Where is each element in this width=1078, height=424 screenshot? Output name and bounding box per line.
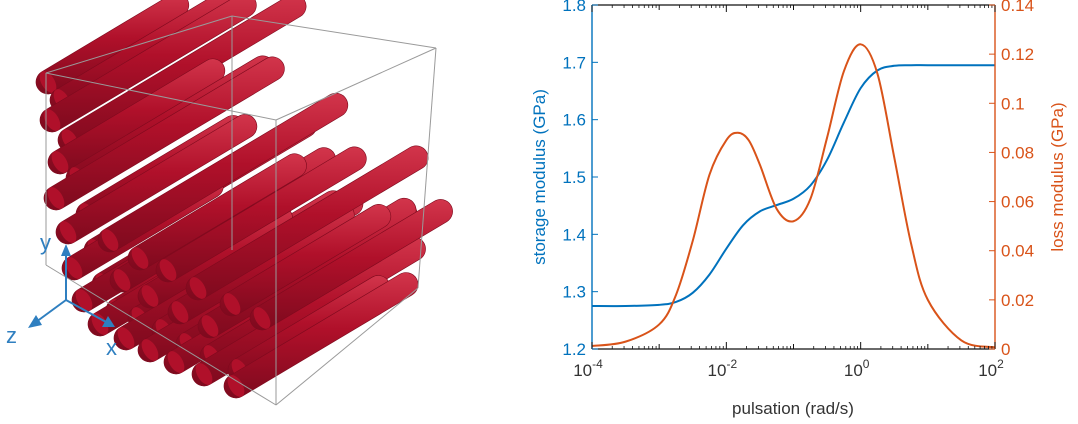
box-edge (417, 47, 437, 289)
chart-axes: 10-4 10-2 100 102 1.2 1.3 1.4 1.5 1.6 1.7 1.8 0 0.02… (562, 0, 1034, 380)
y-left-tick-label: 1.8 (562, 0, 586, 15)
fiber-end-cap (117, 327, 135, 349)
y-left-tick-label: 1.4 (562, 225, 586, 244)
triad-z-arrowhead (28, 315, 42, 328)
triad-z-axis (35, 299, 67, 323)
y-left-tick-label: 1.2 (562, 340, 586, 359)
plot-area (592, 5, 995, 349)
loss-modulus-line (591, 43, 996, 349)
fiber-cylinder (35, 0, 190, 95)
fiber-cylinder (47, 58, 226, 175)
fiber-end-cap (227, 375, 245, 397)
fiber-end-cap (141, 285, 159, 307)
bounding-box (45, 15, 437, 406)
fiber-end-cap (171, 301, 189, 323)
modulus-chart-svg: 10-4 10-2 100 102 1.2 1.3 1.4 1.5 1.6 1.7 1.8 0 0.02… (530, 0, 1067, 418)
triad-label-y: y (40, 230, 51, 255)
fiber-cylinder (55, 114, 258, 245)
y-right-tick-label: 0.02 (1001, 291, 1034, 310)
y-right-tick-label: 0.12 (1001, 45, 1034, 64)
x-axis-label: pulsation (rad/s) (732, 399, 854, 418)
y-right-tick-label: 0.08 (1001, 143, 1034, 162)
fiber-end-cap (113, 269, 131, 291)
y-left-tick-label: 1.7 (562, 53, 586, 72)
fiber-end-cap (59, 221, 77, 243)
x-tick-label: 102 (978, 357, 1004, 380)
y-left-tick-label: 1.3 (562, 283, 586, 302)
fiber-end-cap (253, 307, 271, 329)
chart-lines (591, 43, 996, 349)
fiber-end-cap (195, 363, 213, 385)
fiber-end-cap (75, 289, 93, 311)
fiber-cylinder (43, 56, 285, 211)
fiber-cylinder (127, 153, 307, 271)
fiber-cylinder (155, 146, 367, 283)
x-tick-label: 10-2 (708, 357, 738, 380)
y-right-tick-label: 0.04 (1001, 242, 1034, 261)
box-edge (275, 47, 437, 121)
fiber-composite-3d-render: y z x (0, 0, 470, 419)
fiber-end-cap (51, 151, 69, 173)
box-edge (231, 15, 437, 49)
fiber-end-cap (131, 247, 149, 269)
y-left-tick-label: 1.5 (562, 168, 586, 187)
y-right-axis-label: loss modulus (GPa) (1048, 102, 1067, 251)
x-tick-label: 100 (844, 357, 870, 380)
y-left-tick-label: 1.6 (562, 111, 586, 130)
box-edge (275, 287, 419, 406)
fibers-group (35, 0, 453, 399)
box-edge (45, 15, 233, 74)
fiber-end-cap (101, 229, 119, 251)
fiber-end-cap (167, 351, 185, 373)
x-tick-label: 10-4 (573, 357, 603, 380)
y-right-tick-label: 0 (1001, 340, 1010, 359)
fiber-end-cap (43, 109, 61, 131)
triad-x-axis (65, 299, 107, 323)
triad-label-z: z (6, 323, 17, 348)
fiber-cube-svg: y z x (6, 0, 453, 406)
y-right-tick-label: 0.1 (1001, 94, 1025, 113)
fiber-end-cap (141, 339, 159, 361)
fiber-end-cap (47, 187, 65, 209)
triad-y-arrowhead (61, 244, 71, 256)
y-right-tick-label: 0.14 (1001, 0, 1034, 15)
fiber-cylinder (97, 92, 349, 253)
fiber-end-cap (159, 259, 177, 281)
fiber-end-cap (65, 257, 83, 279)
y-right-tick-label: 0.06 (1001, 193, 1034, 212)
triad-x-arrowhead (102, 316, 115, 327)
fiber-end-cap (189, 277, 207, 299)
fiber-cylinder (249, 199, 453, 331)
triad-label-x: x (106, 335, 117, 360)
box-edge (45, 264, 277, 406)
fiber-end-cap (201, 315, 219, 337)
y-left-axis-label: storage modulus (GPa) (530, 89, 549, 265)
fiber-end-cap (91, 313, 109, 335)
storage-modulus-line (591, 64, 995, 308)
fiber-end-cap (223, 293, 241, 315)
fiber-end-cap (39, 71, 57, 93)
box-edge (45, 72, 277, 121)
axis-triad: y z x (6, 230, 117, 360)
modulus-chart: 10-4 10-2 100 102 1.2 1.3 1.4 1.5 1.6 1.7 1.8 0 0.02… (470, 0, 1078, 419)
fiber-cylinder (219, 204, 392, 317)
